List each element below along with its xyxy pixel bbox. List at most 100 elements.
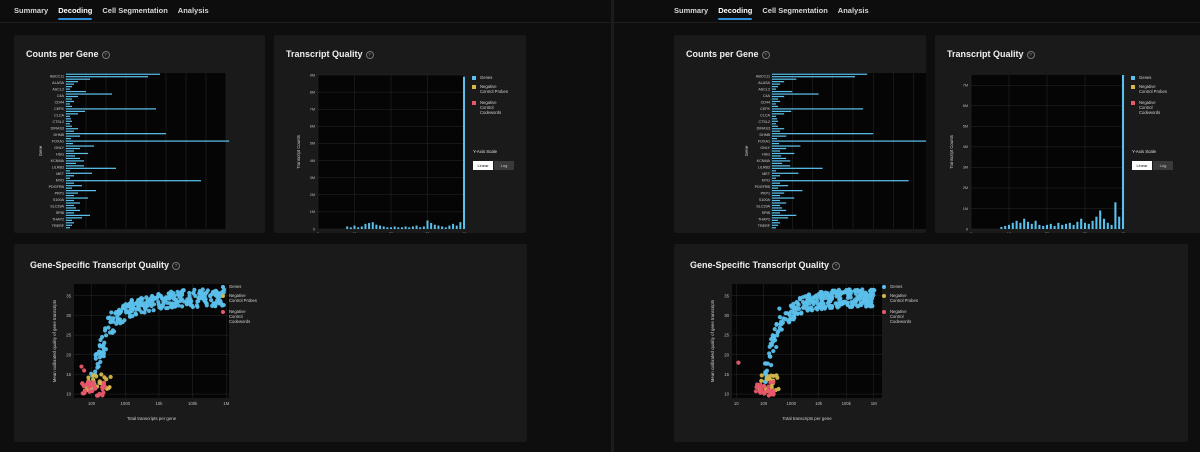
count-bar <box>772 73 868 75</box>
count-bar <box>66 115 70 117</box>
gene-point <box>140 296 145 301</box>
scale-linear-button[interactable]: Linear <box>473 161 493 170</box>
card-title-text: Transcript Quality <box>286 49 363 59</box>
gene-tick-label: DIRAS3 <box>757 126 770 130</box>
count-bar <box>772 175 781 177</box>
top-nav-bar: Summary Decoding Cell Segmentation Analysis <box>614 0 1200 23</box>
gene-point <box>805 305 810 311</box>
gene-point <box>830 288 836 293</box>
legend-entry[interactable]: Negative Control Codewords <box>890 309 912 324</box>
tab-cell-segmentation[interactable]: Cell Segmentation <box>762 6 828 15</box>
gene-tick-label: HSG <box>762 152 770 156</box>
count-bar <box>66 147 80 150</box>
gene-point <box>218 298 223 304</box>
gene-tick-label: CD44 <box>761 100 770 104</box>
quality-bar <box>1038 224 1041 229</box>
gene-point <box>192 287 197 292</box>
scale-linear-button[interactable]: Linear <box>1132 161 1152 170</box>
info-circle-icon[interactable]: ? <box>1026 50 1035 59</box>
gene-tick-label: MYD <box>56 178 65 182</box>
gene-point <box>97 351 102 356</box>
gene-point <box>117 307 122 312</box>
neg-codeword-point <box>771 391 776 396</box>
gene-specific-quality-card: Gene-Specific Transcript Quality? 100 1000… <box>14 244 527 442</box>
legend-entry[interactable]: Negative Control Probes <box>480 84 508 94</box>
legend-entry[interactable]: Genes <box>890 284 903 289</box>
tab-summary[interactable]: Summary <box>14 6 49 15</box>
gene-tick-label: ALASA <box>52 81 64 85</box>
gene-tick-label: TRERF <box>52 224 65 228</box>
quality-bar <box>1045 224 1049 229</box>
legend-entry[interactable]: Negative Control Codewords <box>229 309 251 324</box>
legend-entry[interactable]: Genes <box>480 75 493 80</box>
gene-point <box>210 303 215 309</box>
gene-point <box>166 291 171 296</box>
info-circle-icon[interactable]: ? <box>761 50 770 59</box>
y-tick-label: 20 <box>724 352 729 357</box>
gene-point <box>160 304 165 309</box>
legend-entry[interactable]: Negative Control Probes <box>1139 84 1167 94</box>
count-bar <box>66 103 70 105</box>
count-bar <box>66 123 70 125</box>
tab-decoding[interactable]: Decoding <box>718 6 753 20</box>
gene-point <box>135 299 140 305</box>
gene-point <box>176 303 181 308</box>
quality-bar <box>1034 220 1037 229</box>
count-bar <box>772 162 783 164</box>
count-bar <box>772 227 777 229</box>
gene-tick-label: MET <box>56 172 65 176</box>
quality-bar <box>1004 225 1007 229</box>
info-circle-icon[interactable]: ? <box>365 50 374 59</box>
scale-log-button[interactable]: Log <box>1153 161 1173 170</box>
neg-probe-point <box>764 377 769 382</box>
tab-analysis[interactable]: Analysis <box>177 6 209 15</box>
gene-point <box>129 300 135 306</box>
info-circle-icon[interactable]: ? <box>172 261 181 270</box>
gene-point <box>871 287 876 292</box>
gene-point <box>813 306 819 311</box>
count-bar <box>772 125 779 127</box>
count-bar <box>772 81 785 83</box>
count-bar <box>66 187 72 189</box>
info-circle-icon[interactable]: ? <box>101 50 110 59</box>
neg-codeword-point <box>90 380 96 385</box>
neg-codeword-point <box>86 385 92 390</box>
gene-tick-label: LILRB3 <box>52 165 64 169</box>
count-bar <box>772 152 795 155</box>
transcript-quality-title: Transcript Quality? <box>947 49 1035 59</box>
legend-entry[interactable]: Negative Control Probes <box>890 293 918 303</box>
legend-entry[interactable]: Negative Control Codewords <box>1139 100 1161 115</box>
tab-decoding[interactable]: Decoding <box>58 6 93 20</box>
quality-bar <box>404 226 407 229</box>
gene-point <box>164 306 169 311</box>
quality-bar <box>1095 216 1098 229</box>
count-bar <box>772 138 778 140</box>
legend-entry[interactable]: Genes <box>1139 75 1152 80</box>
tab-summary[interactable]: Summary <box>674 6 709 15</box>
legend-entry[interactable]: Genes <box>229 284 242 289</box>
quality-bar <box>448 225 451 229</box>
tab-analysis[interactable]: Analysis <box>837 6 869 15</box>
gene-point <box>100 334 105 340</box>
gene-point <box>215 298 220 303</box>
gene-point <box>208 293 213 298</box>
legend-entry[interactable]: Negative Control Codewords <box>480 100 502 115</box>
transcript-quality-card: Transcript Quality? 0 1M 2M 3M 4M 5M 6M 7M 8M 9M 0 1… <box>274 35 526 233</box>
x-tick-label: 10 <box>1007 232 1011 233</box>
gene-point <box>791 313 797 318</box>
plot-area <box>772 73 926 229</box>
legend-entry[interactable]: Negative Control Probes <box>229 293 257 303</box>
quality-bar <box>455 225 458 229</box>
gene-point <box>804 299 810 304</box>
count-bar <box>772 128 785 130</box>
tab-cell-segmentation[interactable]: Cell Segmentation <box>102 6 168 15</box>
legend-swatch <box>1131 84 1135 89</box>
y-axis-label: Transcript Counts <box>949 135 954 169</box>
quality-bar <box>1011 222 1014 229</box>
y-axis-label: Mean calibrated quality of gene transcri… <box>710 299 715 382</box>
scale-log-button[interactable]: Log <box>494 161 514 170</box>
info-circle-icon[interactable]: ? <box>832 261 841 270</box>
count-bar <box>772 185 789 187</box>
gene-tick-label: CLCA <box>760 113 770 117</box>
count-bar <box>66 224 72 226</box>
